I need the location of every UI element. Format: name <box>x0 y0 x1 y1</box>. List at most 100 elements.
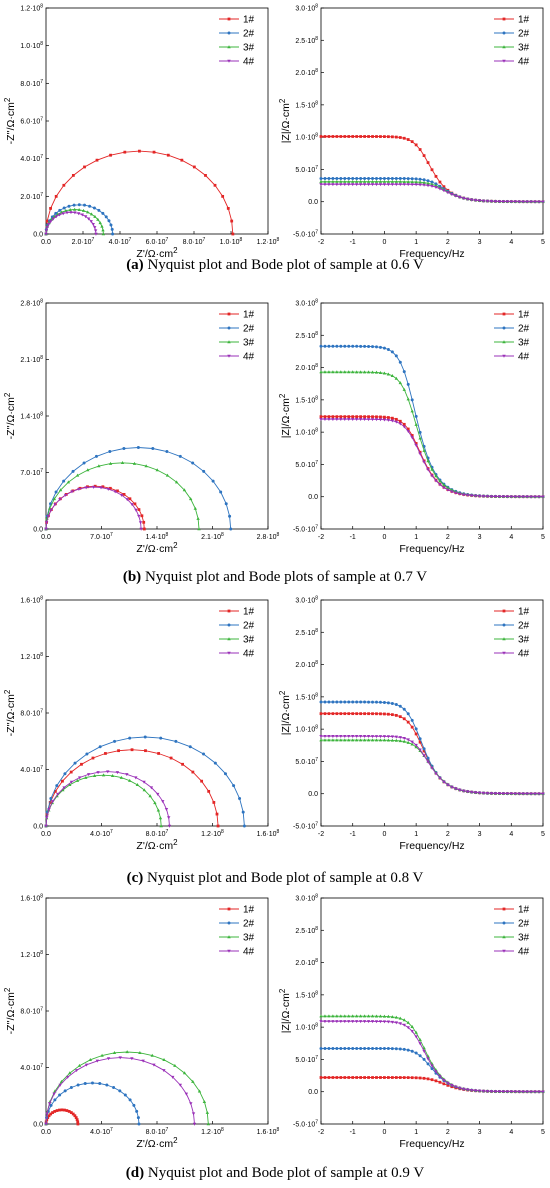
x-tick-label: 8.0·107 <box>146 829 169 838</box>
data-point <box>374 738 379 742</box>
data-point <box>370 735 375 739</box>
data-point <box>371 712 374 716</box>
data-point <box>502 31 506 35</box>
data-point <box>386 1014 391 1018</box>
data-point <box>394 179 399 183</box>
data-point <box>178 1083 182 1087</box>
data-point <box>148 794 152 798</box>
data-point <box>473 494 478 498</box>
data-point <box>135 1109 139 1113</box>
data-point <box>402 183 406 187</box>
x-tick-label: 1.6·108 <box>257 829 280 838</box>
data-point <box>174 480 179 484</box>
data-point <box>196 516 200 520</box>
x-tick-label: -1 <box>350 534 356 541</box>
series-4 <box>319 735 545 796</box>
data-point <box>402 136 406 140</box>
data-point <box>402 177 406 181</box>
data-point <box>502 907 506 911</box>
data-point <box>501 200 506 204</box>
data-point <box>44 824 48 828</box>
legend-label: 4# <box>518 352 530 363</box>
data-point <box>390 1076 394 1079</box>
y-tick-label: 1.0·108 <box>295 428 318 437</box>
data-point <box>206 1122 211 1126</box>
data-point <box>414 1076 418 1080</box>
x-tick-label: 7.0·107 <box>90 532 113 541</box>
data-point <box>370 1020 375 1024</box>
data-point <box>119 775 124 779</box>
series-1 <box>319 712 545 796</box>
x-tick-label: 2.8·108 <box>257 532 280 541</box>
data-point <box>120 461 125 465</box>
y-tick-label: 1.5·108 <box>295 100 318 109</box>
data-point <box>375 345 378 349</box>
y-tick-label: 1.2·108 <box>20 4 43 13</box>
data-point <box>394 713 398 717</box>
data-point <box>238 797 242 801</box>
data-point <box>465 1088 470 1092</box>
y-tick-label: 2.5·108 <box>295 628 318 637</box>
data-point <box>367 712 370 716</box>
data-point <box>116 489 119 493</box>
data-point <box>410 398 414 402</box>
x-tick-label: 4 <box>509 831 513 838</box>
data-point <box>375 415 378 419</box>
data-point <box>347 738 351 742</box>
data-point <box>178 454 182 458</box>
data-point <box>430 168 434 172</box>
series-line <box>45 771 170 827</box>
data-point <box>108 486 112 490</box>
data-point <box>323 179 327 183</box>
data-point <box>406 382 410 386</box>
data-point <box>101 228 105 232</box>
data-point <box>323 415 327 419</box>
data-point <box>434 1070 438 1074</box>
legend-label: 1# <box>243 15 255 26</box>
legend-box <box>491 603 541 663</box>
data-point <box>351 1046 355 1050</box>
data-point <box>382 179 387 183</box>
data-point <box>402 1047 406 1051</box>
x-tick-label: -2 <box>318 239 324 246</box>
data-point <box>335 135 339 138</box>
data-point <box>359 415 363 419</box>
data-point <box>430 1067 434 1071</box>
y-tick-label: 8.0·107 <box>20 1007 43 1016</box>
y-tick-label: 1.0·108 <box>295 725 318 734</box>
data-point <box>378 370 383 374</box>
data-point <box>426 181 430 185</box>
data-point <box>343 418 347 422</box>
data-point <box>430 1064 434 1068</box>
data-point <box>335 415 339 419</box>
data-point <box>418 180 422 184</box>
data-point <box>117 749 120 753</box>
data-point <box>359 1046 363 1050</box>
data-point <box>327 1020 331 1024</box>
legend-label: 4# <box>243 947 255 958</box>
data-point <box>323 1076 327 1079</box>
data-point <box>406 429 410 433</box>
series-2 <box>44 445 233 531</box>
data-point <box>347 735 351 739</box>
data-point <box>406 738 410 742</box>
data-point <box>88 204 92 208</box>
data-point <box>374 183 379 187</box>
data-point <box>355 1076 359 1079</box>
data-point <box>76 1083 80 1087</box>
data-point <box>319 1046 323 1050</box>
data-point <box>158 816 163 820</box>
data-point <box>331 176 335 180</box>
data-point <box>513 792 517 796</box>
data-point <box>410 1049 414 1053</box>
data-point <box>406 1026 410 1030</box>
x-tick-label: 1.2·108 <box>201 829 224 838</box>
data-point <box>319 370 323 374</box>
series-line <box>321 416 543 498</box>
data-point <box>347 1076 351 1079</box>
data-point <box>386 1076 390 1079</box>
y-tick-label: 2.5·108 <box>295 331 318 340</box>
data-point <box>358 183 363 187</box>
data-point <box>497 495 502 499</box>
data-point <box>362 418 367 422</box>
